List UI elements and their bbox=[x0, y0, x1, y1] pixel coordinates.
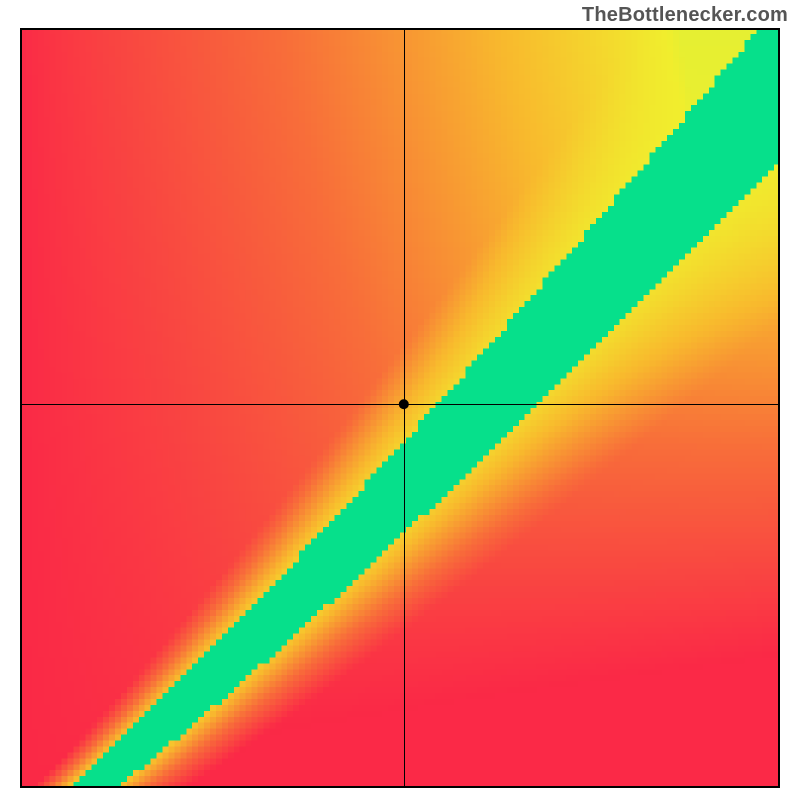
watermark-text: TheBottlenecker.com bbox=[582, 4, 788, 27]
heatmap-overlay bbox=[20, 28, 780, 788]
heatmap-plot bbox=[20, 28, 780, 788]
figure-root: { "canvas": { "width": 800, "height": 80… bbox=[0, 0, 800, 800]
